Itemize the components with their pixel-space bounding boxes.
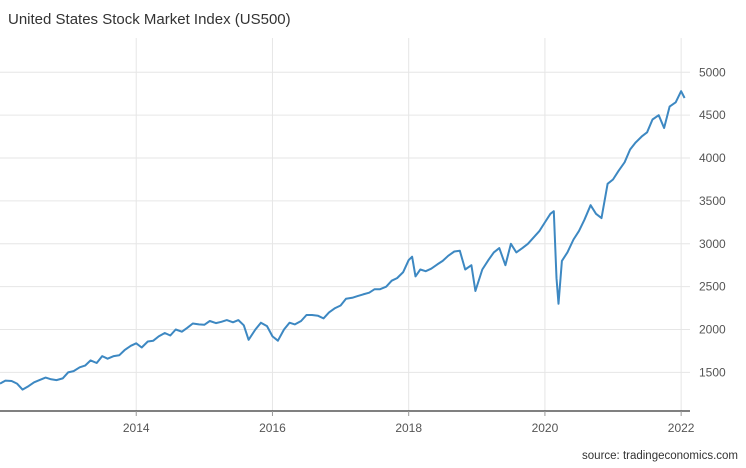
series-line bbox=[0, 90, 686, 391]
y-axis-ticks: 1500 2000 2500 3000 3500 4000 4500 5000 bbox=[699, 65, 726, 379]
x-axis-ticks: 2014 2016 2018 2020 2022 bbox=[123, 411, 695, 435]
x-tick-label: 2020 bbox=[532, 421, 559, 435]
y-tick-label: 3500 bbox=[699, 194, 726, 208]
y-tick-label: 4500 bbox=[699, 108, 726, 122]
y-tick-label: 2500 bbox=[699, 280, 726, 294]
y-tick-label: 2000 bbox=[699, 323, 726, 337]
source-credit: source: tradingeconomics.com bbox=[582, 450, 738, 462]
chart-title: United States Stock Market Index (US500) bbox=[8, 11, 291, 28]
x-tick-label: 2018 bbox=[395, 421, 422, 435]
x-tick-label: 2022 bbox=[668, 421, 695, 435]
grid-lines bbox=[0, 38, 690, 411]
y-tick-label: 1500 bbox=[699, 365, 726, 379]
y-tick-label: 4000 bbox=[699, 151, 726, 165]
y-tick-label: 3000 bbox=[699, 237, 726, 251]
x-tick-label: 2014 bbox=[123, 421, 150, 435]
y-tick-label: 5000 bbox=[699, 65, 726, 79]
x-tick-label: 2016 bbox=[259, 421, 286, 435]
